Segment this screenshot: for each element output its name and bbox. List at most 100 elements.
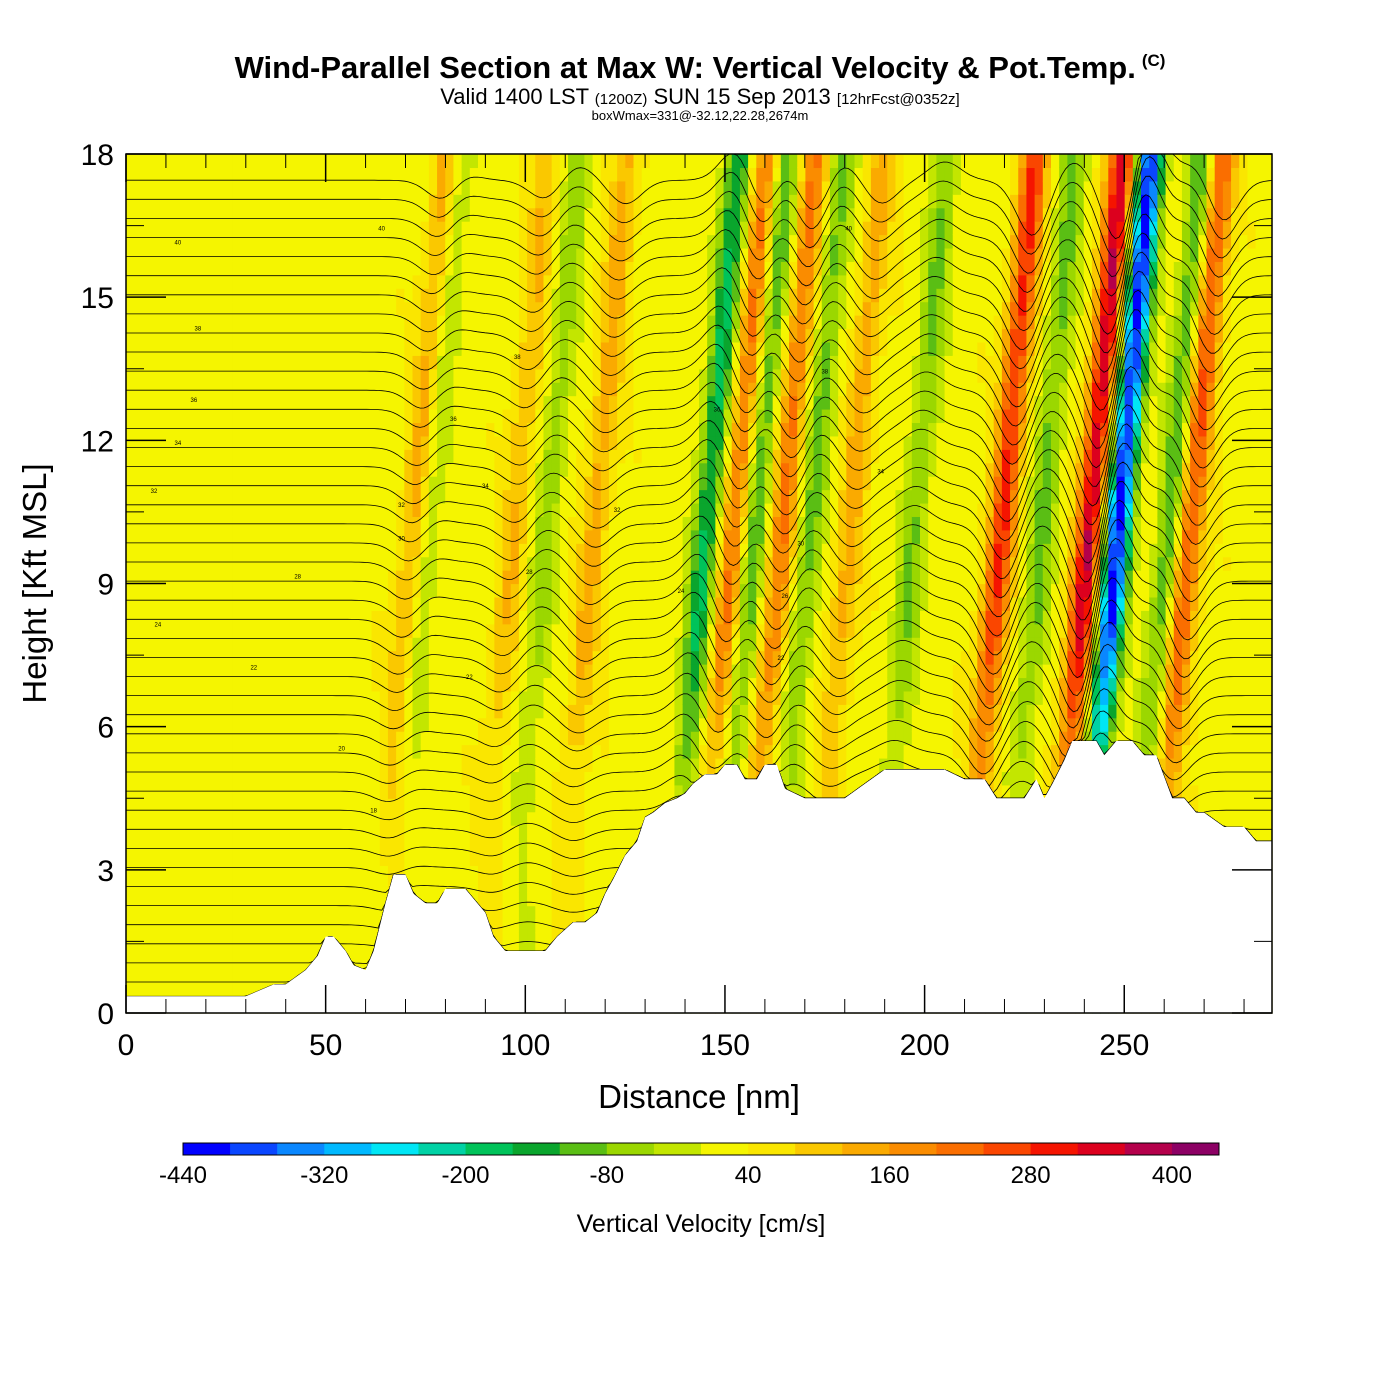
w-cell [387, 167, 397, 182]
w-cell [297, 543, 307, 558]
w-cell [191, 757, 201, 772]
w-cell [723, 194, 733, 209]
w-cell [420, 623, 430, 638]
w-cell [175, 502, 184, 517]
w-cell [183, 798, 193, 813]
w-cell [216, 207, 225, 222]
w-cell [232, 905, 242, 920]
w-cell [314, 247, 324, 262]
w-cell [707, 221, 716, 236]
w-cell [224, 986, 234, 1001]
w-cell [494, 784, 504, 799]
w-cell [576, 570, 585, 585]
w-cell [428, 677, 438, 692]
w-cell [592, 449, 602, 464]
w-cell [347, 851, 356, 866]
w-cell [608, 449, 618, 464]
w-cell [723, 516, 733, 531]
w-cell [453, 610, 463, 625]
w-cell [412, 301, 422, 316]
w-cell [527, 690, 536, 705]
w-cell [510, 368, 520, 383]
w-cell [625, 382, 635, 397]
w-cell [216, 878, 225, 893]
w-cell [428, 274, 438, 289]
w-cell [387, 690, 397, 705]
w-cell [731, 315, 741, 330]
w-cell [748, 650, 757, 665]
w-cell [568, 771, 577, 786]
w-cell [183, 382, 193, 397]
w-cell [568, 221, 577, 236]
w-cell [273, 301, 283, 316]
w-cell [224, 449, 234, 464]
w-cell [363, 341, 373, 356]
w-cell [674, 274, 684, 289]
w-cell [175, 409, 184, 424]
w-cell [355, 583, 364, 598]
w-cell [502, 771, 512, 786]
w-cell [551, 328, 561, 343]
w-cell [281, 664, 291, 679]
w-cell [306, 435, 315, 450]
w-cell [715, 610, 725, 625]
w-cell [297, 261, 307, 276]
w-cell [183, 234, 193, 249]
w-cell [379, 865, 389, 880]
w-cell [535, 664, 545, 679]
w-cell [224, 556, 234, 571]
w-cell [175, 395, 184, 410]
w-cell [379, 744, 389, 759]
w-cell [158, 690, 168, 705]
w-cell [559, 516, 569, 531]
w-cell [396, 811, 405, 826]
w-cell [535, 623, 545, 638]
w-cell [502, 932, 512, 947]
w-cell [543, 838, 553, 853]
w-cell [224, 207, 234, 222]
w-cell [428, 717, 438, 732]
w-cell [445, 744, 455, 759]
w-cell [281, 919, 291, 934]
w-cell [371, 395, 381, 410]
w-cell [289, 435, 299, 450]
w-cell [216, 932, 225, 947]
w-cell [289, 690, 299, 705]
w-cell [502, 315, 512, 330]
w-cell [674, 382, 684, 397]
w-cell [314, 435, 324, 450]
w-cell [134, 610, 143, 625]
w-cell [739, 650, 749, 665]
w-cell [314, 811, 324, 826]
w-cell [281, 221, 291, 236]
w-cell [240, 878, 250, 893]
w-cell [453, 744, 463, 759]
w-cell [715, 409, 725, 424]
w-cell [568, 154, 577, 169]
w-cell [166, 972, 176, 987]
w-cell [412, 543, 422, 558]
w-cell [649, 234, 659, 249]
w-cell [338, 154, 348, 169]
w-cell [666, 717, 676, 732]
w-cell [126, 462, 135, 477]
w-cell [510, 583, 520, 598]
w-cell [608, 543, 618, 558]
w-cell [756, 288, 766, 303]
w-cell [306, 717, 315, 732]
w-cell [240, 315, 250, 330]
w-cell [518, 167, 528, 182]
w-cell [551, 919, 561, 934]
w-cell [273, 221, 283, 236]
w-cell [224, 382, 234, 397]
w-cell [731, 368, 741, 383]
w-cell [756, 529, 766, 544]
w-cell [559, 919, 569, 934]
w-cell [183, 194, 193, 209]
w-cell [527, 341, 536, 356]
w-cell [739, 395, 749, 410]
w-cell [396, 207, 405, 222]
w-cell [175, 543, 184, 558]
w-cell [289, 422, 299, 437]
w-cell [404, 583, 414, 598]
